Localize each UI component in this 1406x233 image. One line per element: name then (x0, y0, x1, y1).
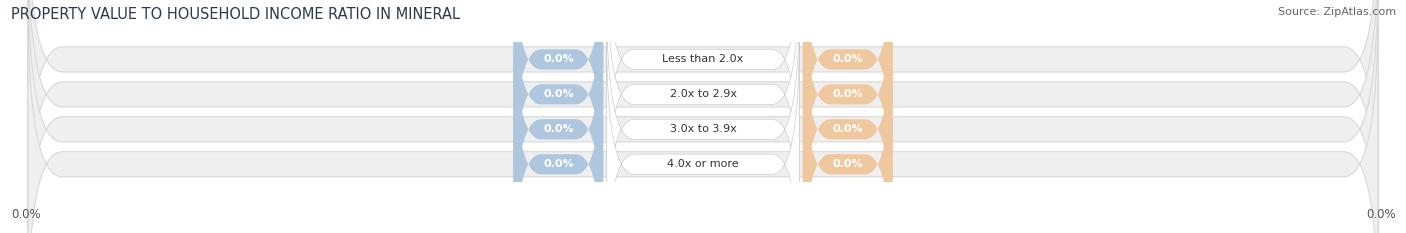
Text: 0.0%: 0.0% (543, 89, 574, 99)
Text: 3.0x to 3.9x: 3.0x to 3.9x (669, 124, 737, 134)
FancyBboxPatch shape (513, 0, 603, 224)
Text: 0.0%: 0.0% (543, 55, 574, 64)
Text: 0.0%: 0.0% (832, 89, 863, 99)
FancyBboxPatch shape (803, 0, 893, 233)
Text: 0.0%: 0.0% (543, 159, 574, 169)
FancyBboxPatch shape (513, 0, 603, 233)
FancyBboxPatch shape (803, 35, 893, 233)
FancyBboxPatch shape (803, 0, 893, 224)
Text: 0.0%: 0.0% (543, 124, 574, 134)
Text: Less than 2.0x: Less than 2.0x (662, 55, 744, 64)
FancyBboxPatch shape (513, 0, 603, 189)
FancyBboxPatch shape (606, 0, 800, 233)
Legend: Without Mortgage, With Mortgage: Without Mortgage, With Mortgage (581, 230, 825, 233)
FancyBboxPatch shape (803, 0, 893, 189)
Text: PROPERTY VALUE TO HOUSEHOLD INCOME RATIO IN MINERAL: PROPERTY VALUE TO HOUSEHOLD INCOME RATIO… (11, 7, 460, 22)
Text: 4.0x or more: 4.0x or more (668, 159, 738, 169)
FancyBboxPatch shape (513, 35, 603, 233)
FancyBboxPatch shape (28, 2, 1378, 233)
FancyBboxPatch shape (28, 0, 1378, 233)
Text: Source: ZipAtlas.com: Source: ZipAtlas.com (1278, 7, 1396, 17)
Text: 0.0%: 0.0% (832, 124, 863, 134)
Text: 0.0%: 0.0% (832, 55, 863, 64)
Text: 0.0%: 0.0% (11, 208, 41, 221)
FancyBboxPatch shape (606, 35, 800, 233)
Text: 0.0%: 0.0% (1367, 208, 1396, 221)
FancyBboxPatch shape (606, 0, 800, 189)
FancyBboxPatch shape (606, 0, 800, 224)
FancyBboxPatch shape (28, 0, 1378, 222)
Text: 2.0x to 2.9x: 2.0x to 2.9x (669, 89, 737, 99)
FancyBboxPatch shape (28, 0, 1378, 233)
Text: 0.0%: 0.0% (832, 159, 863, 169)
